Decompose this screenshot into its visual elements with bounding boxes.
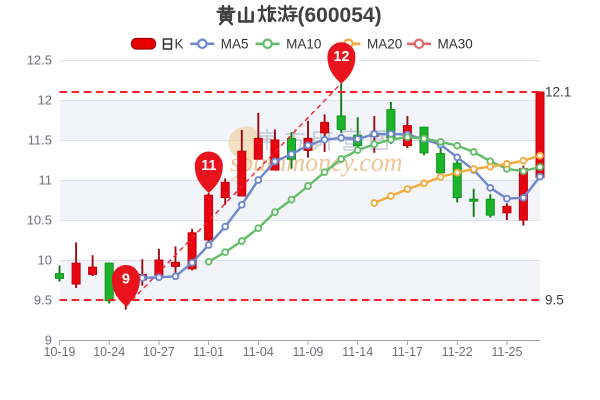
svg-text:12: 12 — [333, 49, 349, 65]
svg-text:12.1: 12.1 — [545, 85, 571, 100]
svg-text:12.5: 12.5 — [27, 53, 52, 68]
svg-text:MA30: MA30 — [438, 36, 473, 51]
svg-text:10-24: 10-24 — [93, 345, 125, 359]
svg-text:12: 12 — [38, 93, 52, 108]
svg-text:9: 9 — [122, 272, 130, 288]
svg-text:11-14: 11-14 — [342, 345, 373, 359]
svg-text:MA5: MA5 — [221, 36, 249, 51]
svg-text:11: 11 — [201, 158, 216, 174]
svg-text:11: 11 — [39, 173, 53, 188]
svg-text:MA20: MA20 — [367, 36, 402, 51]
svg-text:11-04: 11-04 — [243, 345, 274, 359]
svg-text:K: K — [175, 36, 184, 51]
svg-text:11-17: 11-17 — [392, 345, 423, 359]
svg-text:11-25: 11-25 — [491, 345, 522, 359]
svg-text:(600054): (600054) — [298, 4, 382, 27]
svg-text:9.5: 9.5 — [34, 293, 52, 308]
svg-text:10-27: 10-27 — [143, 345, 175, 359]
svg-text:10.5: 10.5 — [27, 213, 52, 228]
svg-text:11.5: 11.5 — [28, 133, 52, 148]
svg-text:10-19: 10-19 — [44, 345, 76, 359]
svg-text:10: 10 — [38, 253, 52, 268]
svg-text:9: 9 — [45, 333, 52, 348]
svg-text:11-09: 11-09 — [292, 345, 323, 359]
svg-text:11-22: 11-22 — [442, 345, 473, 359]
svg-text:MA10: MA10 — [286, 36, 321, 51]
svg-text:11-01: 11-01 — [193, 345, 224, 359]
svg-text:9.5: 9.5 — [545, 293, 564, 308]
